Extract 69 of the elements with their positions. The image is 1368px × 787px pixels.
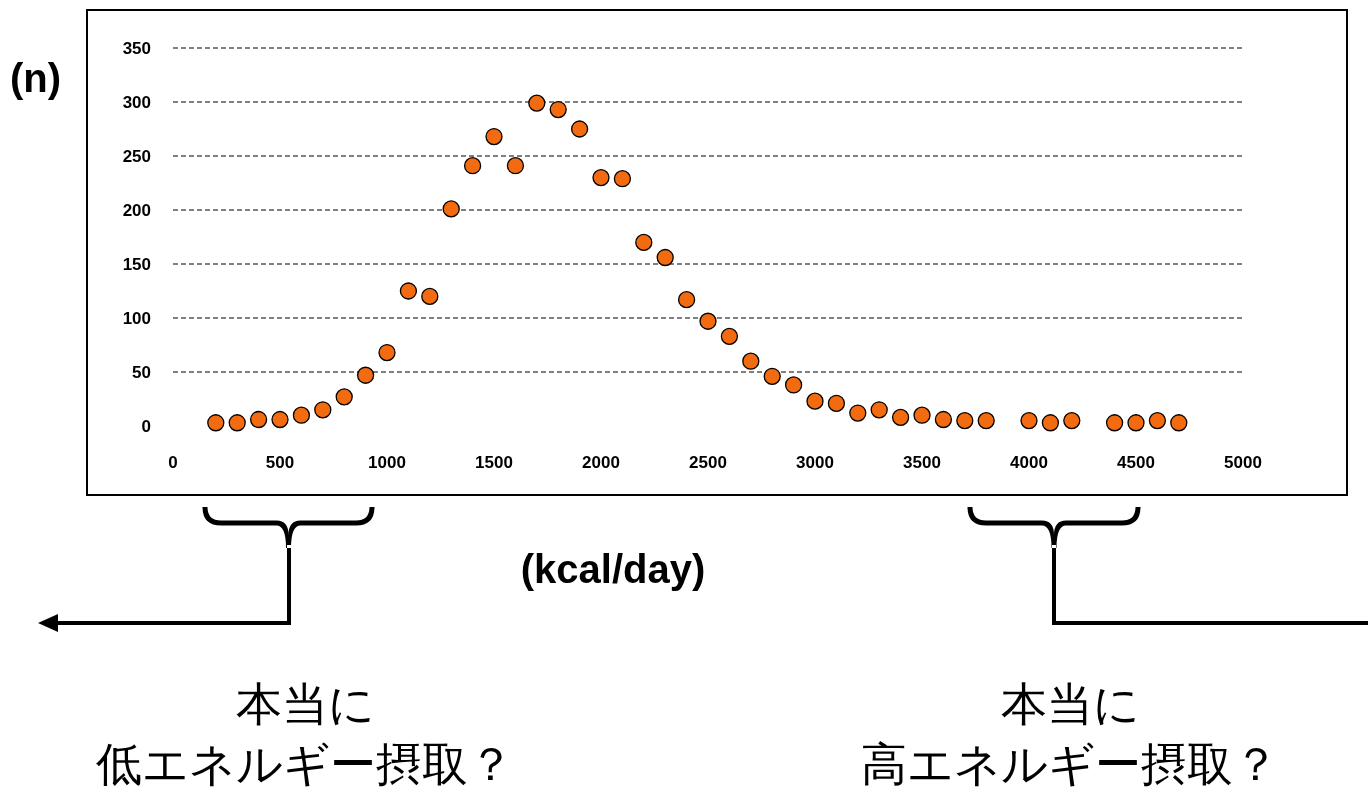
y-tick-label: 50 bbox=[132, 363, 151, 382]
point bbox=[1020, 411, 1038, 430]
point bbox=[485, 127, 503, 146]
x-tick-label: 3500 bbox=[903, 453, 941, 472]
x-tick-label: 4500 bbox=[1117, 453, 1155, 472]
point bbox=[913, 406, 931, 424]
point bbox=[1105, 414, 1124, 432]
text: 本当に bbox=[235, 678, 375, 730]
x-tick-label: 2500 bbox=[689, 453, 727, 472]
point bbox=[720, 327, 739, 346]
point bbox=[570, 120, 589, 138]
y-tick-label: 250 bbox=[122, 147, 151, 166]
point bbox=[421, 287, 439, 306]
point bbox=[207, 414, 225, 432]
point bbox=[1148, 411, 1167, 430]
point bbox=[549, 100, 567, 119]
point bbox=[228, 414, 246, 432]
x-tick-label: 1000 bbox=[368, 453, 406, 472]
point bbox=[635, 233, 653, 252]
point bbox=[592, 168, 610, 187]
x-tick-label: 0 bbox=[168, 453, 178, 472]
point bbox=[442, 200, 460, 218]
point bbox=[870, 401, 888, 419]
point bbox=[656, 248, 674, 267]
y-tick-label: 350 bbox=[122, 39, 151, 58]
point bbox=[977, 411, 995, 430]
x-tick-label: 1500 bbox=[475, 453, 513, 472]
text: 高エネルギー摂取？ bbox=[861, 738, 1279, 787]
point bbox=[335, 388, 353, 406]
point bbox=[292, 406, 311, 424]
point bbox=[891, 408, 910, 427]
text: 低エネルギー摂取？ bbox=[96, 738, 514, 787]
point bbox=[806, 392, 824, 410]
point bbox=[827, 394, 846, 412]
y-tick-label: 200 bbox=[122, 201, 151, 220]
y-tick-label: 100 bbox=[122, 309, 151, 328]
y-tick-label: 0 bbox=[141, 417, 151, 436]
point bbox=[1063, 411, 1081, 430]
y-tick-label: 150 bbox=[122, 255, 151, 274]
point bbox=[742, 352, 760, 370]
point bbox=[399, 282, 418, 300]
point bbox=[934, 410, 953, 429]
y-axis-title: (n) bbox=[10, 56, 62, 100]
point bbox=[956, 411, 974, 430]
point bbox=[378, 343, 396, 362]
point bbox=[849, 404, 867, 422]
point bbox=[271, 410, 289, 429]
point bbox=[463, 157, 482, 175]
point bbox=[677, 290, 696, 309]
point bbox=[314, 401, 332, 419]
point bbox=[506, 157, 525, 175]
y-tick-label: 300 bbox=[122, 93, 151, 112]
point bbox=[1170, 414, 1188, 432]
point bbox=[699, 312, 717, 330]
point bbox=[528, 94, 546, 112]
x-tick-label: 500 bbox=[265, 453, 295, 472]
x-tick-label: 2000 bbox=[582, 453, 620, 472]
text: 本当に bbox=[1000, 678, 1140, 730]
point bbox=[613, 170, 632, 188]
point bbox=[249, 410, 268, 429]
x-tick-label: 5000 bbox=[1224, 453, 1262, 472]
point bbox=[1041, 414, 1060, 432]
point bbox=[1127, 414, 1145, 432]
point bbox=[356, 366, 375, 384]
x-axis-title: (kcal/day) bbox=[520, 547, 706, 591]
point bbox=[763, 367, 781, 385]
point bbox=[784, 376, 803, 394]
x-tick-label: 3000 bbox=[796, 453, 834, 472]
x-tick-label: 4000 bbox=[1010, 453, 1048, 472]
